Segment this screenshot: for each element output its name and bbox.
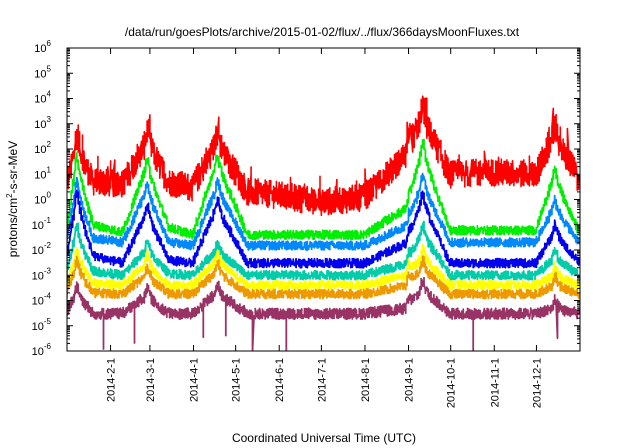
series-line-2 (67, 138, 580, 241)
y-tick-base: 10 (34, 169, 46, 181)
y-axis-label-post: -s-sr-MeV (6, 141, 20, 194)
x-tick-label: 2014-5-1 (231, 358, 243, 402)
y-tick-base: 10 (32, 245, 44, 257)
y-axis-label: protons/cm2-s-sr-MeV (5, 141, 20, 257)
y-tick-label: 102 (34, 140, 51, 156)
y-axis-label-pre: protons/cm (6, 198, 20, 257)
x-tick-label: 2014-8-1 (360, 358, 372, 402)
chart-title: /data/run/goesPlots/archive/2015-01-02/f… (125, 25, 520, 39)
y-tick-exponent: -1 (44, 216, 52, 225)
x-tick-label: 2014-11-1 (489, 358, 501, 407)
series-line-4 (67, 189, 580, 269)
y-axis-label-sup: 2 (5, 193, 14, 198)
y-tick-exponent: -3 (44, 266, 52, 275)
series-line-8 (67, 276, 580, 351)
x-tick-label: 2014-12-1 (531, 358, 543, 408)
y-tick-exponent: -5 (44, 317, 52, 326)
y-tick-exponent: -4 (44, 292, 52, 301)
x-tick-label: 2014-4-1 (188, 358, 200, 402)
y-tick-label: 10-5 (32, 317, 52, 333)
y-tick-label: 103 (34, 115, 51, 131)
y-tick-exponent: 2 (47, 140, 52, 149)
y-tick-base: 10 (32, 346, 44, 358)
x-tick-label: 2014-3-1 (145, 358, 157, 402)
series-line-3 (67, 172, 580, 251)
y-axis: 10-610-510-410-310-210-11001011021031041… (32, 39, 580, 358)
y-tick-base: 10 (32, 321, 44, 333)
y-tick-label: 106 (34, 39, 51, 55)
y-tick-exponent: 4 (47, 90, 52, 99)
y-tick-base: 10 (34, 68, 46, 80)
series-layer (67, 95, 580, 351)
y-tick-label: 101 (34, 165, 51, 181)
x-tick-label: 2014-2-1 (106, 358, 118, 402)
series-line-5 (67, 220, 580, 281)
y-tick-base: 10 (34, 119, 46, 131)
y-tick-base: 10 (34, 195, 46, 207)
y-tick-exponent: 1 (47, 165, 52, 174)
x-tick-label: 2014-7-1 (316, 358, 328, 402)
y-tick-label: 10-4 (32, 292, 52, 308)
series-line-7 (67, 255, 580, 300)
y-tick-base: 10 (32, 296, 44, 308)
y-tick-label: 100 (34, 191, 51, 207)
y-tick-base: 10 (34, 94, 46, 106)
y-tick-exponent: 6 (47, 39, 52, 48)
y-tick-label: 10-2 (32, 241, 52, 257)
x-tick-label: 2014-9-1 (404, 358, 416, 402)
y-tick-label: 10-6 (32, 342, 52, 358)
x-tick-label: 2014-10-1 (446, 358, 458, 408)
y-tick-exponent: -2 (44, 241, 52, 250)
y-tick-exponent: 0 (47, 191, 52, 200)
x-axis: 2014-2-1 2014-3-1 2014-4-1 2014-5-1 2014-6-1… (106, 48, 543, 408)
series-line-6 (67, 243, 580, 291)
x-tick-label: 2014-6-1 (274, 358, 286, 402)
x-axis-label: Coordinated Universal Time (UTC) (232, 431, 416, 445)
y-tick-exponent: -6 (44, 342, 52, 351)
y-tick-label: 10-3 (32, 266, 52, 282)
y-tick-exponent: 3 (47, 115, 52, 124)
series-line-1 (67, 95, 580, 217)
y-tick-base: 10 (32, 270, 44, 282)
y-tick-base: 10 (32, 220, 44, 232)
y-tick-base: 10 (34, 144, 46, 156)
y-tick-label: 105 (34, 64, 51, 80)
y-tick-label: 104 (34, 90, 51, 106)
y-tick-exponent: 5 (47, 64, 52, 73)
y-tick-label: 10-1 (32, 216, 52, 232)
y-tick-base: 10 (34, 43, 46, 55)
